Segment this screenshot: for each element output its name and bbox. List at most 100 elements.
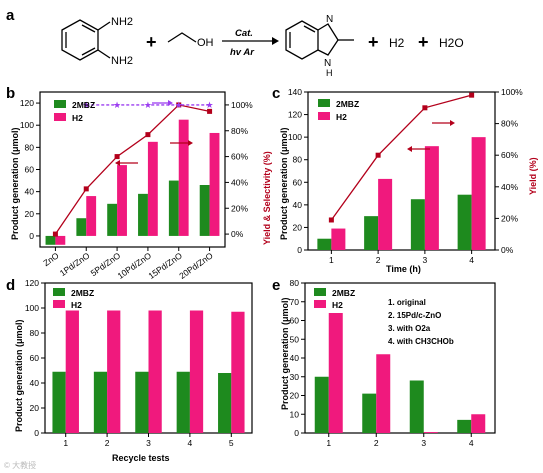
x-tick-label: 2 [105,438,110,448]
y2-tick-label: 60% [501,150,518,160]
legend-swatch-2mbz [54,100,66,108]
bar-h2-4 [189,310,204,433]
selectivity-point: ★ [113,100,121,110]
bar-2mbz-1 [317,238,332,250]
yield-point [207,108,213,114]
y2-tick-label: 0% [501,245,514,255]
panel-d-x-axis: 1 2 3 4 5 [63,433,234,448]
hydrogen-label: H2 [389,36,405,50]
x-tick-label: 5 [229,438,234,448]
y-tick-label: 20 [25,209,35,219]
legend-label-h2: H2 [332,300,343,310]
bar-h2-4 [471,137,486,250]
panel-c-y2label: Yield (%) [528,157,538,195]
x-tick-label: 4 [188,438,193,448]
y-tick-label: 0 [29,231,34,241]
product-nh-h-label: H [326,68,333,78]
legend-swatch-h2 [314,300,326,308]
yield-point [469,92,475,98]
panel-e: e 0 10 20 30 40 50 60 70 80 1 2 3 4 Product generat… [272,277,496,448]
panel-c-y-axis: 0 20 40 60 80 100 120 140 [288,87,308,255]
y-tick-label: 0 [294,428,299,438]
annotation-2: 2. 15Pd/c-ZnO [388,311,441,320]
bar-h2-1 [331,228,346,250]
y-tick-label: 0 [34,428,39,438]
bar-h2-3 [117,165,127,236]
bar-h2-1 [55,235,66,245]
panel-b-lines: ★ ★ ★ ★ ★ [52,100,214,237]
arrow-catalyst-label: Cat. [235,28,253,39]
bar-2mbz-2 [93,371,108,433]
panel-e-annotations: 1. original 2. 15Pd/c-ZnO 3. with O2a 4.… [388,298,454,346]
line-series-yield [330,94,472,221]
product-nh-n-label: N [324,58,331,69]
selectivity-point: ★ [144,100,152,110]
bar-h2-2 [107,310,121,433]
plus-sign-2: + [368,32,379,52]
watermark: © 大教授 [4,460,36,470]
ethanol-oh-label: OH [197,37,214,49]
panel-d: d 0 20 40 60 80 100 120 1 2 3 4 5 Product generati… [6,277,253,463]
bar-2mbz-3 [410,199,425,250]
x-tick-label: 1 [329,255,334,265]
panel-c-frame [307,91,496,251]
panel-c-x-axis: 1 2 3 4 [329,250,474,265]
bar-2mbz-6 [199,185,210,236]
panel-b-frame [39,91,226,248]
bar-2mbz-2 [362,393,377,433]
y2-tick-label: 100% [501,87,523,97]
legend-label-h2: H2 [72,113,83,123]
y-tick-label: 120 [25,278,39,288]
panel-b-y2label: Yield & Selectivity (%) [262,151,272,245]
bar-2mbz-5 [218,373,232,433]
y2-tick-label: 60% [231,152,248,162]
yield-point [114,154,120,160]
panel-b-y2-axis: 0% 20% 40% 60% 80% 100% [225,100,253,239]
bar-2mbz-1 [314,376,329,433]
y-tick-label: 100 [288,132,302,142]
yield-point [52,231,58,237]
y-tick-label: 80 [25,142,35,152]
panel-b-bars [45,119,220,245]
x-tick-label: 4 [469,255,474,265]
bar-2mbz-3 [135,371,149,433]
y-tick-label: 20 [30,403,40,413]
bar-2mbz-4 [457,419,472,433]
bar-2mbz-5 [168,180,179,236]
bar-h2-3 [424,146,439,250]
panel-label-a: a [6,7,15,24]
y2-tick-label: 40% [501,182,518,192]
bar-2mbz-2 [76,218,87,236]
panel-e-ylabel: Product generation (μmol) [280,297,290,410]
selectivity-point: ★ [82,100,90,110]
y-tick-label: 30 [290,372,300,382]
y-tick-label: 40 [25,187,35,197]
panel-c-bars [317,137,486,250]
x-tick-label: 2 [374,438,379,448]
y-tick-label: 70 [290,297,300,307]
product-benzene-ring [285,20,319,60]
product-n-label: N [326,14,333,25]
legend-swatch-2mbz [53,288,65,296]
y2-tick-label: 80% [501,119,518,129]
bar-h2-1 [65,310,79,433]
line-series-yield [54,104,210,235]
y-tick-label: 60 [25,165,35,175]
panel-c-lines [328,92,475,223]
x-tick-label: ZnO [41,250,61,268]
yield-point [375,152,381,158]
panel-e-bars [314,313,486,433]
panel-label-d: d [6,277,15,294]
bar-2mbz-4 [176,371,190,433]
panel-label-b: b [6,85,15,102]
panel-c-legend: 2MBZ H2 [318,99,359,122]
bar-h2-5 [231,311,245,433]
legend-label-2mbz: 2MBZ [71,288,94,298]
y-tick-label: 120 [288,110,302,120]
yield-point [328,217,334,223]
bar-h2-1 [328,313,343,433]
panel-label-e: e [272,277,280,294]
x-tick-label: 20Pd/ZnO [177,250,215,281]
reactant-benzene-ring [61,19,99,61]
bar-2mbz-1 [45,235,56,245]
